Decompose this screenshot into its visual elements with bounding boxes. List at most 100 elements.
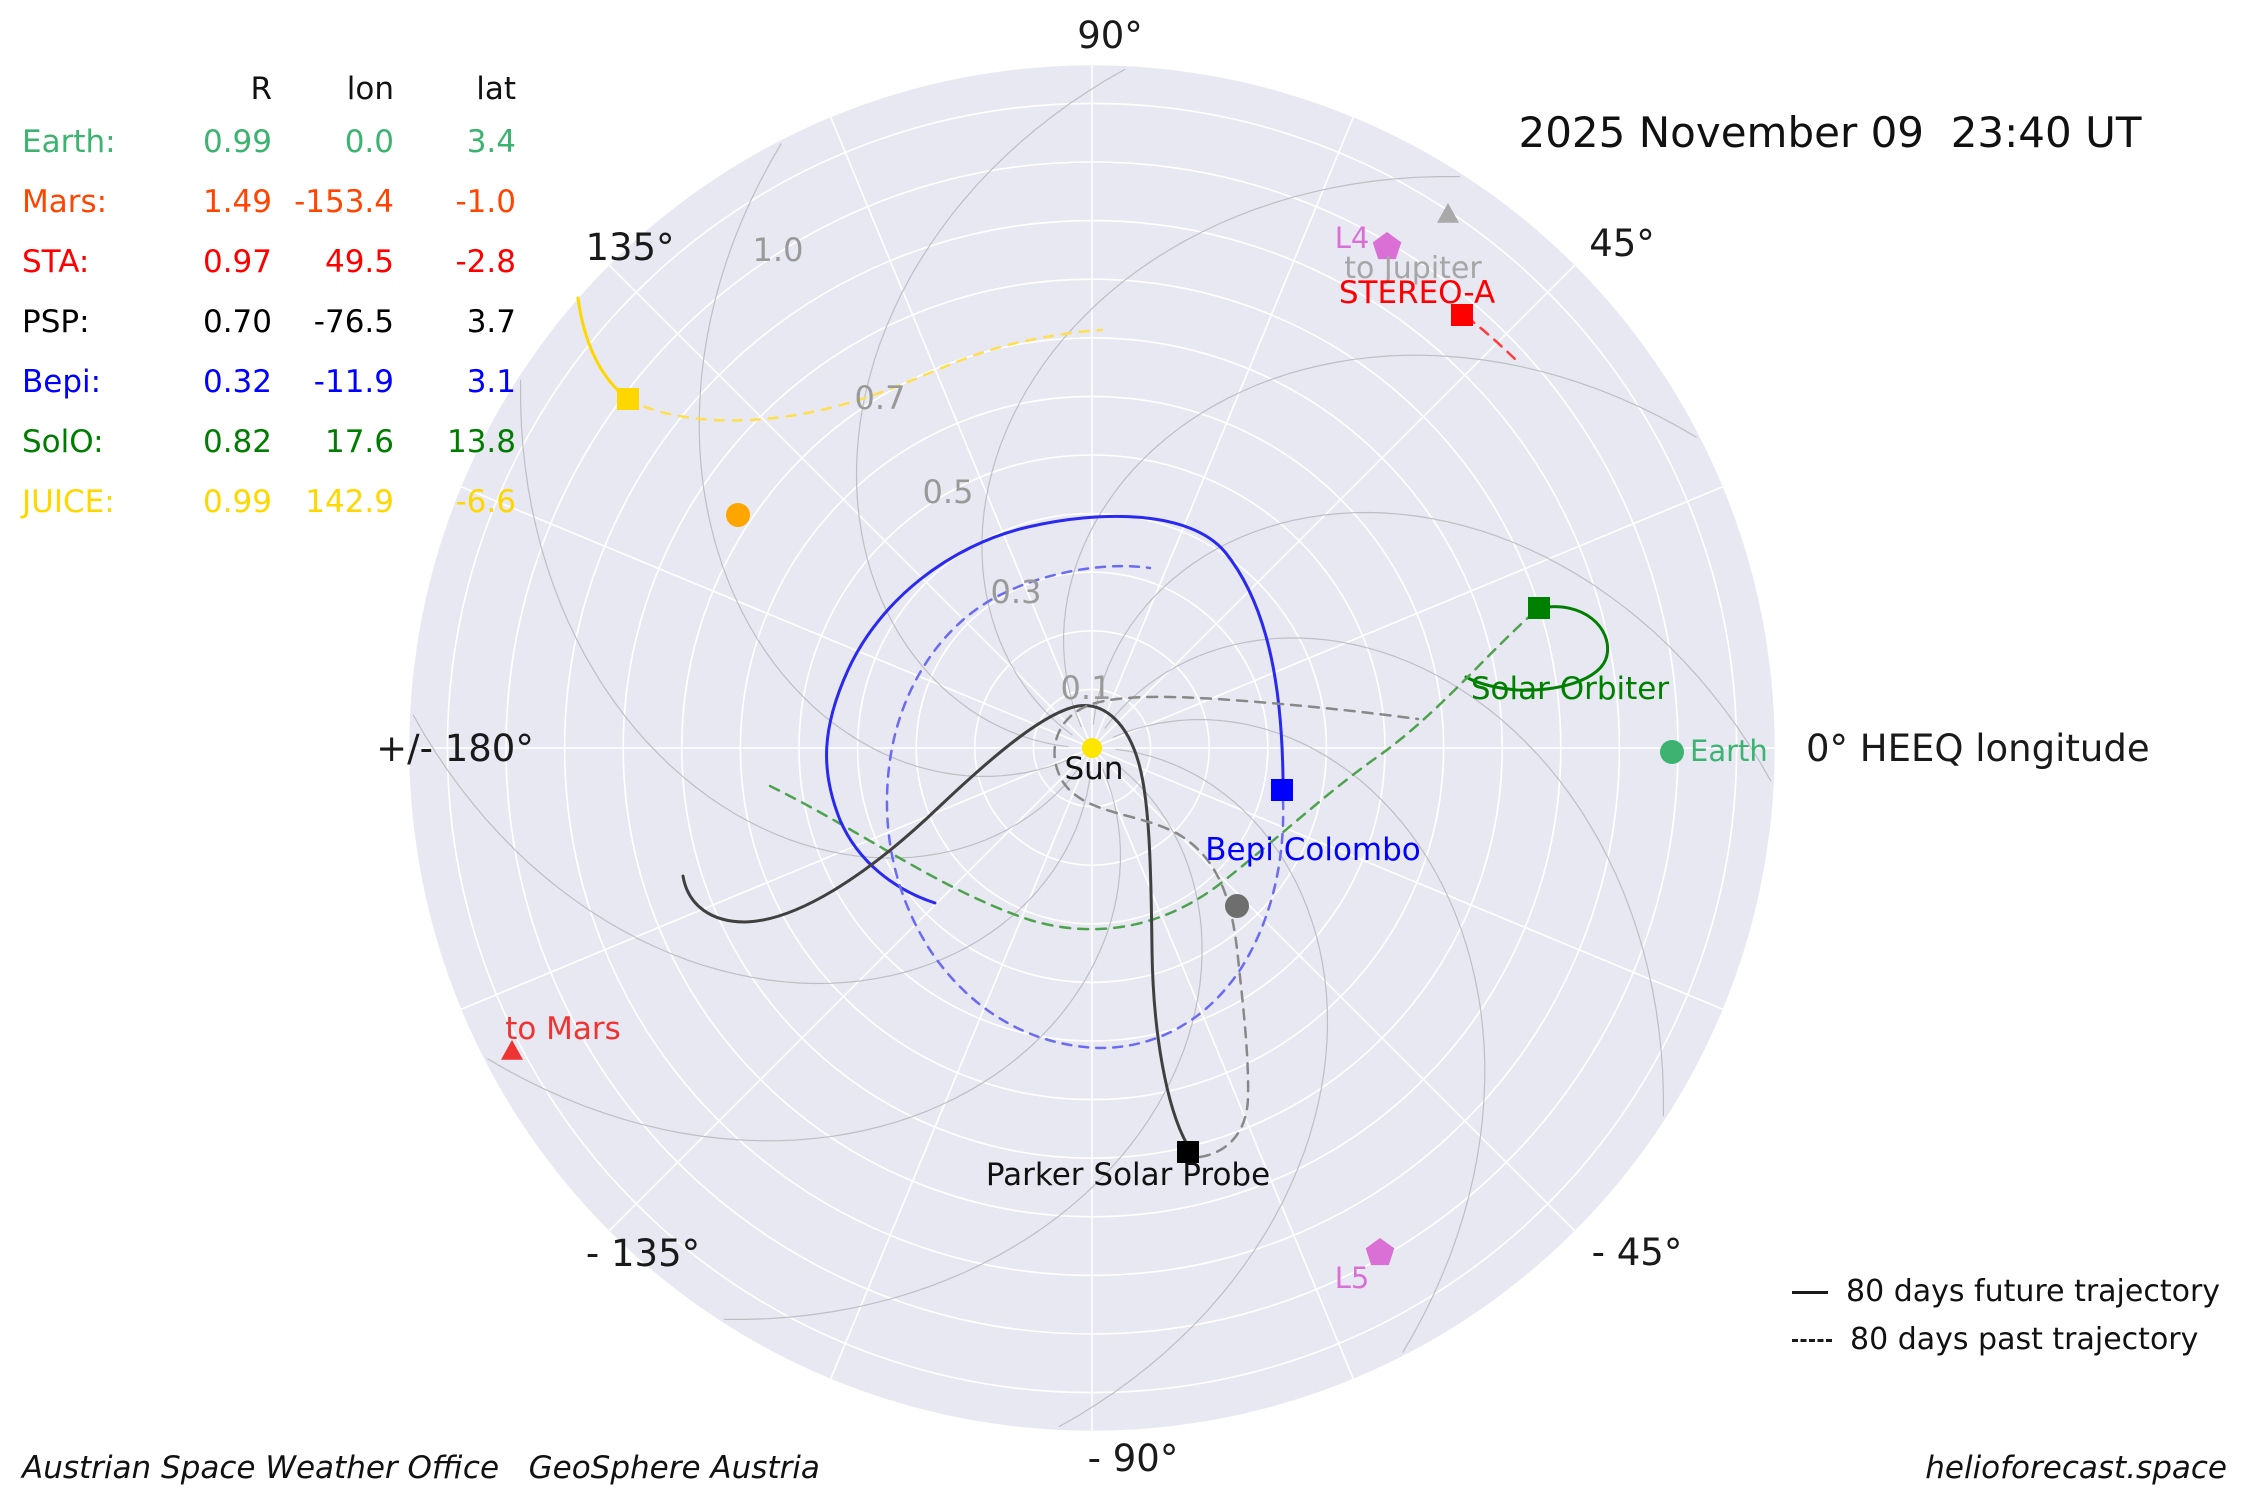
ephemeris-cell-lat: 3.7 [466, 304, 516, 340]
theta-label-neg45: - 45° [1592, 1231, 1683, 1274]
parker-spiral [1104, 637, 1665, 1117]
theta-label-neg135: - 135° [586, 1232, 700, 1275]
ephemeris-cell-lat: -2.8 [455, 244, 517, 280]
ephemeris-cell-R: 0.97 [202, 244, 272, 280]
ephemeris-cell-lbl: PSP: [22, 304, 90, 340]
solid-line-icon [1792, 1290, 1828, 1294]
grid-spoke [608, 747, 1093, 1232]
sun-label: Sun [1065, 751, 1124, 787]
ephemeris-cell-lbl: Mars: [22, 184, 108, 220]
legend-row-past: 80 days past trajectory [1792, 1316, 2220, 1364]
ephemeris-row-juice: JUICE: 0.99 142.9 -6.6 [22, 472, 516, 532]
ephemeris-cell-lon: 0.0 [344, 124, 394, 160]
solar-orbiter-marker [1528, 597, 1550, 619]
l4-marker [1372, 232, 1402, 260]
ephemeris-row-earth: Earth: 0.99 0.0 3.4 [22, 112, 516, 172]
ephemeris-cell-lbl: SolO: [22, 424, 104, 460]
r-label-1-0: 1.0 [753, 231, 804, 269]
parker-spiral [519, 379, 1080, 859]
parker-spiral [1062, 354, 1697, 728]
ephemeris-cell-lbl: Bepi: [22, 364, 102, 400]
bepi-future-trajectory [825, 514, 1285, 905]
juice-past-trajectory [626, 328, 1104, 422]
parker-solar-probe-marker [1177, 1141, 1199, 1163]
legend-past-label: 80 days past trajectory [1850, 1322, 2199, 1357]
bepi-past-trajectory [885, 564, 1285, 1050]
ephemeris-cell-R: 0.99 [202, 124, 272, 160]
ephemeris-cell-R: 1.49 [202, 184, 272, 220]
grid-spoke [1091, 116, 1354, 749]
ephemeris-cell-lbl: Earth: [22, 124, 116, 160]
bepi-colombo-marker [1271, 779, 1293, 801]
ephemeris-header-lon: lon [346, 71, 394, 107]
stereo-a-label: STEREO-A [1339, 275, 1495, 311]
r-label-0-1: 0.1 [1061, 669, 1112, 707]
l5-marker [1365, 1238, 1395, 1266]
parker-spiral [855, 68, 1126, 748]
grid-spoke [830, 116, 1093, 749]
r-label-0-3: 0.3 [991, 573, 1042, 611]
parker-spiral [1058, 748, 1329, 1428]
l5-label: L5 [1335, 1261, 1370, 1295]
grid-spoke [1091, 264, 1576, 749]
ephemeris-header-lat: lat [476, 71, 516, 107]
ephemeris-cell-lat: 3.4 [466, 124, 516, 160]
ephemeris-cell-lon: -76.5 [313, 304, 394, 340]
parker-spiral [412, 714, 1092, 985]
ephemeris-row-bepi: Bepi: 0.32 -11.9 3.1 [22, 352, 516, 412]
theta-label-90: 90° [1077, 14, 1143, 57]
parker-spiral [1092, 511, 1772, 782]
theta-label-neg90: - 90° [1088, 1437, 1179, 1480]
grid-spoke [460, 486, 1093, 749]
grid-spoke [1091, 486, 1724, 749]
parker-spiral [723, 760, 1203, 1321]
parker-solar-probe-label: Parker Solar Probe [986, 1157, 1270, 1193]
dashed-line-icon [1792, 1338, 1832, 1342]
ephemeris-header-spacer [22, 66, 172, 112]
stereo-a-marker [1451, 304, 1473, 326]
parker-spiral [487, 768, 1122, 1142]
ephemeris-row-psp: PSP: 0.70 -76.5 3.7 [22, 292, 516, 352]
grid-spoke [1091, 747, 1576, 1232]
theta-label-45: 45° [1589, 222, 1655, 265]
ephemeris-cell-R: 0.82 [202, 424, 272, 460]
ephemeris-cell-R: 0.99 [202, 484, 272, 520]
ephemeris-row-solo: SolO: 0.82 17.6 13.8 [22, 412, 516, 472]
ephemeris-cell-lon: 142.9 [305, 484, 394, 520]
juice-marker [617, 388, 639, 410]
psp-past-trajectory [1053, 695, 1420, 1159]
theta-label-180: +/- 180° [376, 727, 534, 770]
mars-direction-marker [501, 1040, 523, 1060]
ephemeris-cell-lbl: STA: [22, 244, 90, 280]
venus-marker [726, 503, 750, 527]
ephemeris-cell-lon: 49.5 [324, 244, 394, 280]
credit-text: Austrian Space Weather Office GeoSphere … [22, 1450, 820, 1486]
ephemeris-cell-lat: 3.1 [466, 364, 516, 400]
solar-orbiter-past-trajectory [768, 606, 1541, 931]
ephemeris-cell-lbl: JUICE: [22, 484, 115, 520]
parker-spiral [981, 176, 1461, 736]
solar-orbiter-future-trajectory [1464, 605, 1610, 692]
ephemeris-cell-R: 0.32 [202, 364, 272, 400]
parker-spiral [1112, 718, 1486, 1353]
earth-marker [1660, 740, 1684, 764]
r-label-0-7: 0.7 [855, 379, 906, 417]
trajectory-legend: 80 days future trajectory 80 days past t… [1792, 1268, 2220, 1364]
l4-label: L4 [1335, 221, 1370, 255]
to-jupiter-label: to Jupiter [1344, 251, 1482, 286]
legend-future-label: 80 days future trajectory [1846, 1274, 2221, 1309]
ephemeris-header-R: R [250, 71, 272, 107]
ephemeris-row-mars: Mars: 1.49 -153.4 -1.0 [22, 172, 516, 232]
ephemeris-cell-lat: 13.8 [446, 424, 516, 460]
mercury-marker [1225, 894, 1249, 918]
grid-spoke [608, 264, 1093, 749]
website-text: helioforecast.space [1925, 1450, 2227, 1486]
earth-label: Earth [1690, 734, 1768, 768]
theta-label-135: 135° [585, 226, 674, 269]
ephemeris-cell-R: 0.70 [202, 304, 272, 340]
ephemeris-cell-lon: -153.4 [294, 184, 394, 220]
theta-label-0: 0° HEEQ longitude [1806, 727, 2150, 770]
